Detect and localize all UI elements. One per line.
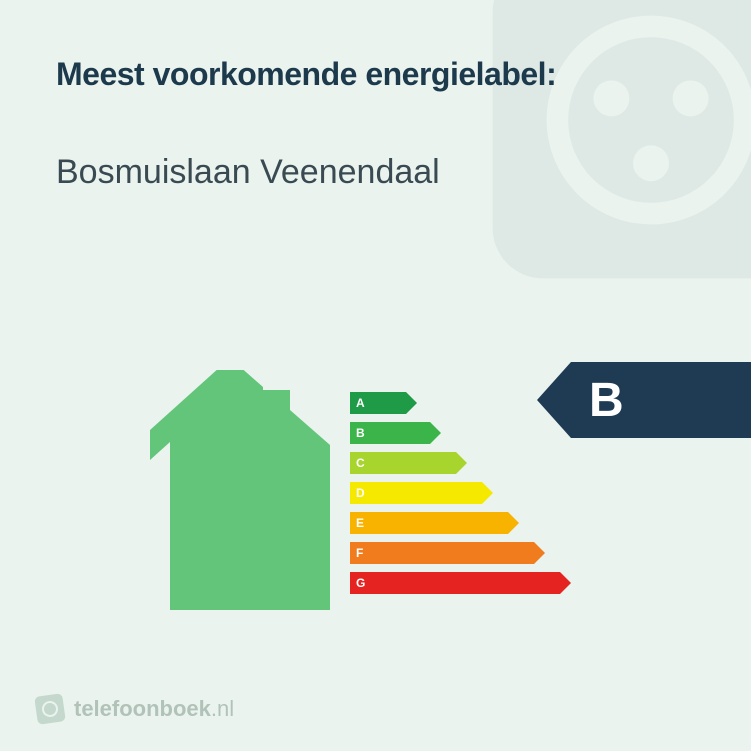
energy-bar-label: C <box>356 456 365 470</box>
energy-bar-row: C <box>350 448 560 478</box>
arrowhead-icon <box>430 422 441 444</box>
arrowhead-icon <box>534 542 545 564</box>
arrowhead-icon <box>482 482 493 504</box>
energy-bar-c: C <box>350 452 456 474</box>
arrowhead-icon <box>508 512 519 534</box>
energy-bar-row: B <box>350 418 560 448</box>
energy-bar-g: G <box>350 572 560 594</box>
brand-name-tld: .nl <box>211 696 234 721</box>
arrowhead-icon <box>560 572 571 594</box>
energy-bar-row: F <box>350 538 560 568</box>
result-badge: B <box>537 362 751 438</box>
energy-bar-f: F <box>350 542 534 564</box>
house-icon <box>150 370 340 610</box>
energy-bar-label: E <box>356 516 364 530</box>
energy-bar-label: A <box>356 396 365 410</box>
energy-bar-row: E <box>350 508 560 538</box>
arrowhead-icon <box>456 452 467 474</box>
energy-bar-e: E <box>350 512 508 534</box>
energy-bar-label: D <box>356 486 365 500</box>
energy-bar-a: A <box>350 392 406 414</box>
location-subtitle: Bosmuislaan Veenendaal <box>56 153 695 192</box>
energy-bar-row: G <box>350 568 560 598</box>
energy-bar-label: B <box>356 426 365 440</box>
brand-logo-icon <box>34 693 66 725</box>
energy-bar-b: B <box>350 422 430 444</box>
footer-brand: telefoonboek.nl <box>36 695 234 723</box>
brand-name-bold: telefoonboek <box>74 696 211 721</box>
energy-bar-row: D <box>350 478 560 508</box>
result-letter: B <box>589 373 624 428</box>
energy-bar-d: D <box>350 482 482 504</box>
page-title: Meest voorkomende energielabel: <box>56 56 695 93</box>
energy-bar-label: G <box>356 576 365 590</box>
energy-bar-row: A <box>350 388 560 418</box>
arrowhead-icon <box>406 392 417 414</box>
energy-bar-label: F <box>356 546 363 560</box>
